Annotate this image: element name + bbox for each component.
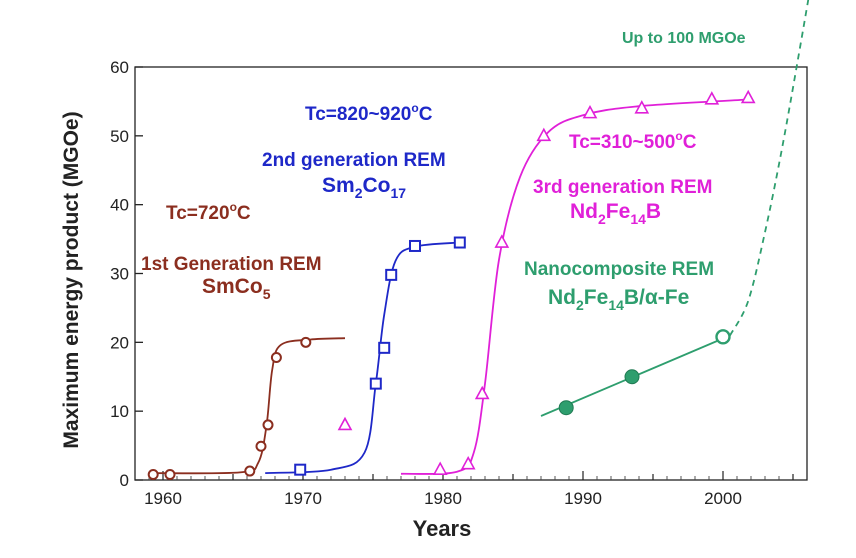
y-tick-label-10: 10 — [110, 402, 129, 421]
x-tick-label-1980: 1980 — [424, 489, 462, 508]
series-2-point-5 — [409, 239, 421, 252]
series-2-curve — [265, 241, 460, 474]
projection-dashed-line — [729, 0, 810, 336]
y-tick-label-50: 50 — [110, 127, 129, 146]
series-3-point-7 — [582, 104, 598, 119]
annotation-tc-820-920: Tc=820~920oC — [305, 101, 433, 125]
tick-labels: 0 10 20 30 40 50 60 1960 1970 1980 1990 2000 — [110, 58, 742, 508]
series-markers — [147, 89, 756, 480]
series-2-point-2 — [369, 377, 382, 390]
y-tick-label-30: 30 — [110, 265, 129, 284]
annotation-nd2fe14b: Nd2Fe14B — [570, 200, 661, 227]
series-3-point-2 — [432, 461, 448, 475]
series-3-point-4 — [474, 385, 490, 400]
x-tick-label-1990: 1990 — [564, 489, 602, 508]
series-1-point-4 — [255, 440, 267, 452]
annotation-gen3: 3rd generation REM — [533, 177, 712, 198]
series-4-point-2 — [624, 369, 640, 385]
y-tick-label-40: 40 — [110, 196, 129, 215]
series-3-point-8 — [634, 100, 650, 114]
series-1-point-3 — [244, 465, 256, 477]
annotation-nanocomposite: Nanocomposite REM — [524, 259, 714, 280]
series-1-point-7 — [300, 336, 312, 348]
series-2-point-3 — [378, 341, 391, 354]
series-1-point-6 — [270, 351, 282, 363]
projection-arrow — [729, 0, 810, 336]
annotation-gen2: 2nd generation REM — [262, 150, 446, 171]
y-axis-title: Maximum energy product (MGOe) — [60, 111, 83, 448]
x-tick-label-1970: 1970 — [284, 489, 322, 508]
annotation-tc-720: Tc=720oC — [166, 200, 251, 224]
annotation-smco5: SmCo5 — [202, 275, 271, 302]
annotation-up-to-100: Up to 100 MGOe — [622, 30, 746, 47]
series-3-point-10 — [740, 89, 756, 104]
series-4-point-1 — [558, 400, 574, 416]
series-1-point-1 — [147, 468, 159, 480]
y-tick-label-60: 60 — [110, 58, 129, 77]
annotation-sm2co17: Sm2Co17 — [322, 174, 406, 201]
series-3-point-1 — [337, 416, 353, 431]
series-3-curve — [400, 98, 752, 475]
series-2-point-1 — [294, 463, 307, 476]
annotation-gen1: 1st Generation REM — [141, 254, 322, 275]
series-3-point-5 — [494, 234, 510, 248]
x-axis-title: Years — [413, 516, 472, 541]
series-1-curve — [148, 337, 346, 475]
series-2-point-6 — [453, 236, 466, 249]
y-tick-label-0: 0 — [120, 471, 129, 490]
series-3-point-9 — [704, 91, 720, 105]
annotation-nd2fe14b-alpha-fe: Nd2Fe14B/α-Fe — [548, 286, 689, 313]
x-tick-label-1960: 1960 — [144, 489, 182, 508]
annotation-tc-310-500: Tc=310~500oC — [569, 129, 697, 153]
series-3-point-3 — [460, 455, 476, 470]
y-tick-label-20: 20 — [110, 333, 129, 352]
series-2-point-4 — [385, 268, 398, 281]
series-1-point-2 — [164, 468, 176, 480]
series-3-point-6 — [536, 127, 552, 142]
series-1-point-5 — [262, 419, 274, 431]
x-tick-label-2000: 2000 — [704, 489, 742, 508]
series-4-point-3 — [715, 329, 731, 345]
